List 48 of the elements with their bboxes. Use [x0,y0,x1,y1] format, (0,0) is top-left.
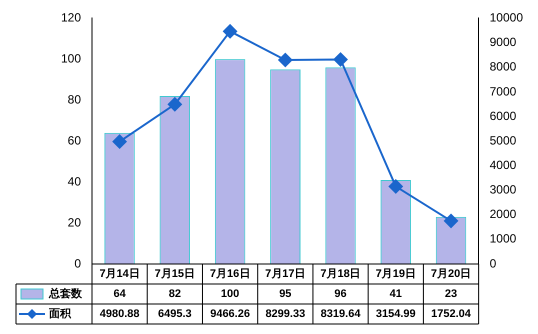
x-tick-label: 7月19日 [376,268,416,280]
x-tick-label: 7月15日 [154,268,196,280]
data-label: 64 [113,288,127,300]
y2-tick-label: 8000 [490,60,517,74]
point [334,52,348,67]
legend-label: 面积 [48,308,72,320]
data-label: 6495.3 [158,308,192,320]
y-tick-label: 60 [68,133,82,148]
y2-tick-label: 2000 [490,207,517,222]
y2-tick-label: 0 [490,256,497,270]
point [223,24,238,38]
y-tick-label: 120 [60,10,82,25]
point [112,134,127,149]
point [168,97,182,112]
point [444,214,458,228]
y2-tick-label: 3000 [490,182,517,197]
y-tick-label: 80 [68,92,82,106]
data-label: 100 [220,288,240,300]
x-tick-label: 7月17日 [265,268,306,280]
data-label: 8319.64 [320,308,362,320]
data-label: 95 [279,288,292,300]
data-label: 1752.04 [431,308,472,320]
data-label: 9466.26 [210,308,250,320]
x-tick-label: 7月18日 [320,268,361,280]
y-tick-label: 20 [68,215,82,230]
legend-label: 总套数 [48,287,83,300]
y-tick-label: 40 [68,174,82,188]
y2-tick-label: 6000 [490,108,517,123]
data-label: 4980.88 [100,308,140,320]
y2-tick-label: 9000 [490,35,517,50]
y-tick-label: 100 [60,51,82,66]
data-label: 41 [390,288,402,300]
x-tick-label: 7月14日 [99,268,140,280]
data-label: 8299.33 [265,308,306,320]
point [278,53,292,68]
x-tick-label: 7月16日 [210,268,250,280]
y2-tick-label: 1000 [490,232,517,246]
y2-tick-label: 10000 [490,10,524,25]
data-label: 82 [168,288,181,300]
y2-tick-label: 4000 [490,158,517,172]
data-label: 96 [334,288,347,300]
data-label: 23 [444,288,458,300]
y2-tick-label: 5000 [490,133,517,148]
point [388,179,403,194]
y2-tick-label: 7000 [490,84,517,98]
y-tick-label: 0 [74,256,82,270]
data-label: 3154.99 [376,308,416,320]
x-tick-label: 7月20日 [430,268,472,280]
